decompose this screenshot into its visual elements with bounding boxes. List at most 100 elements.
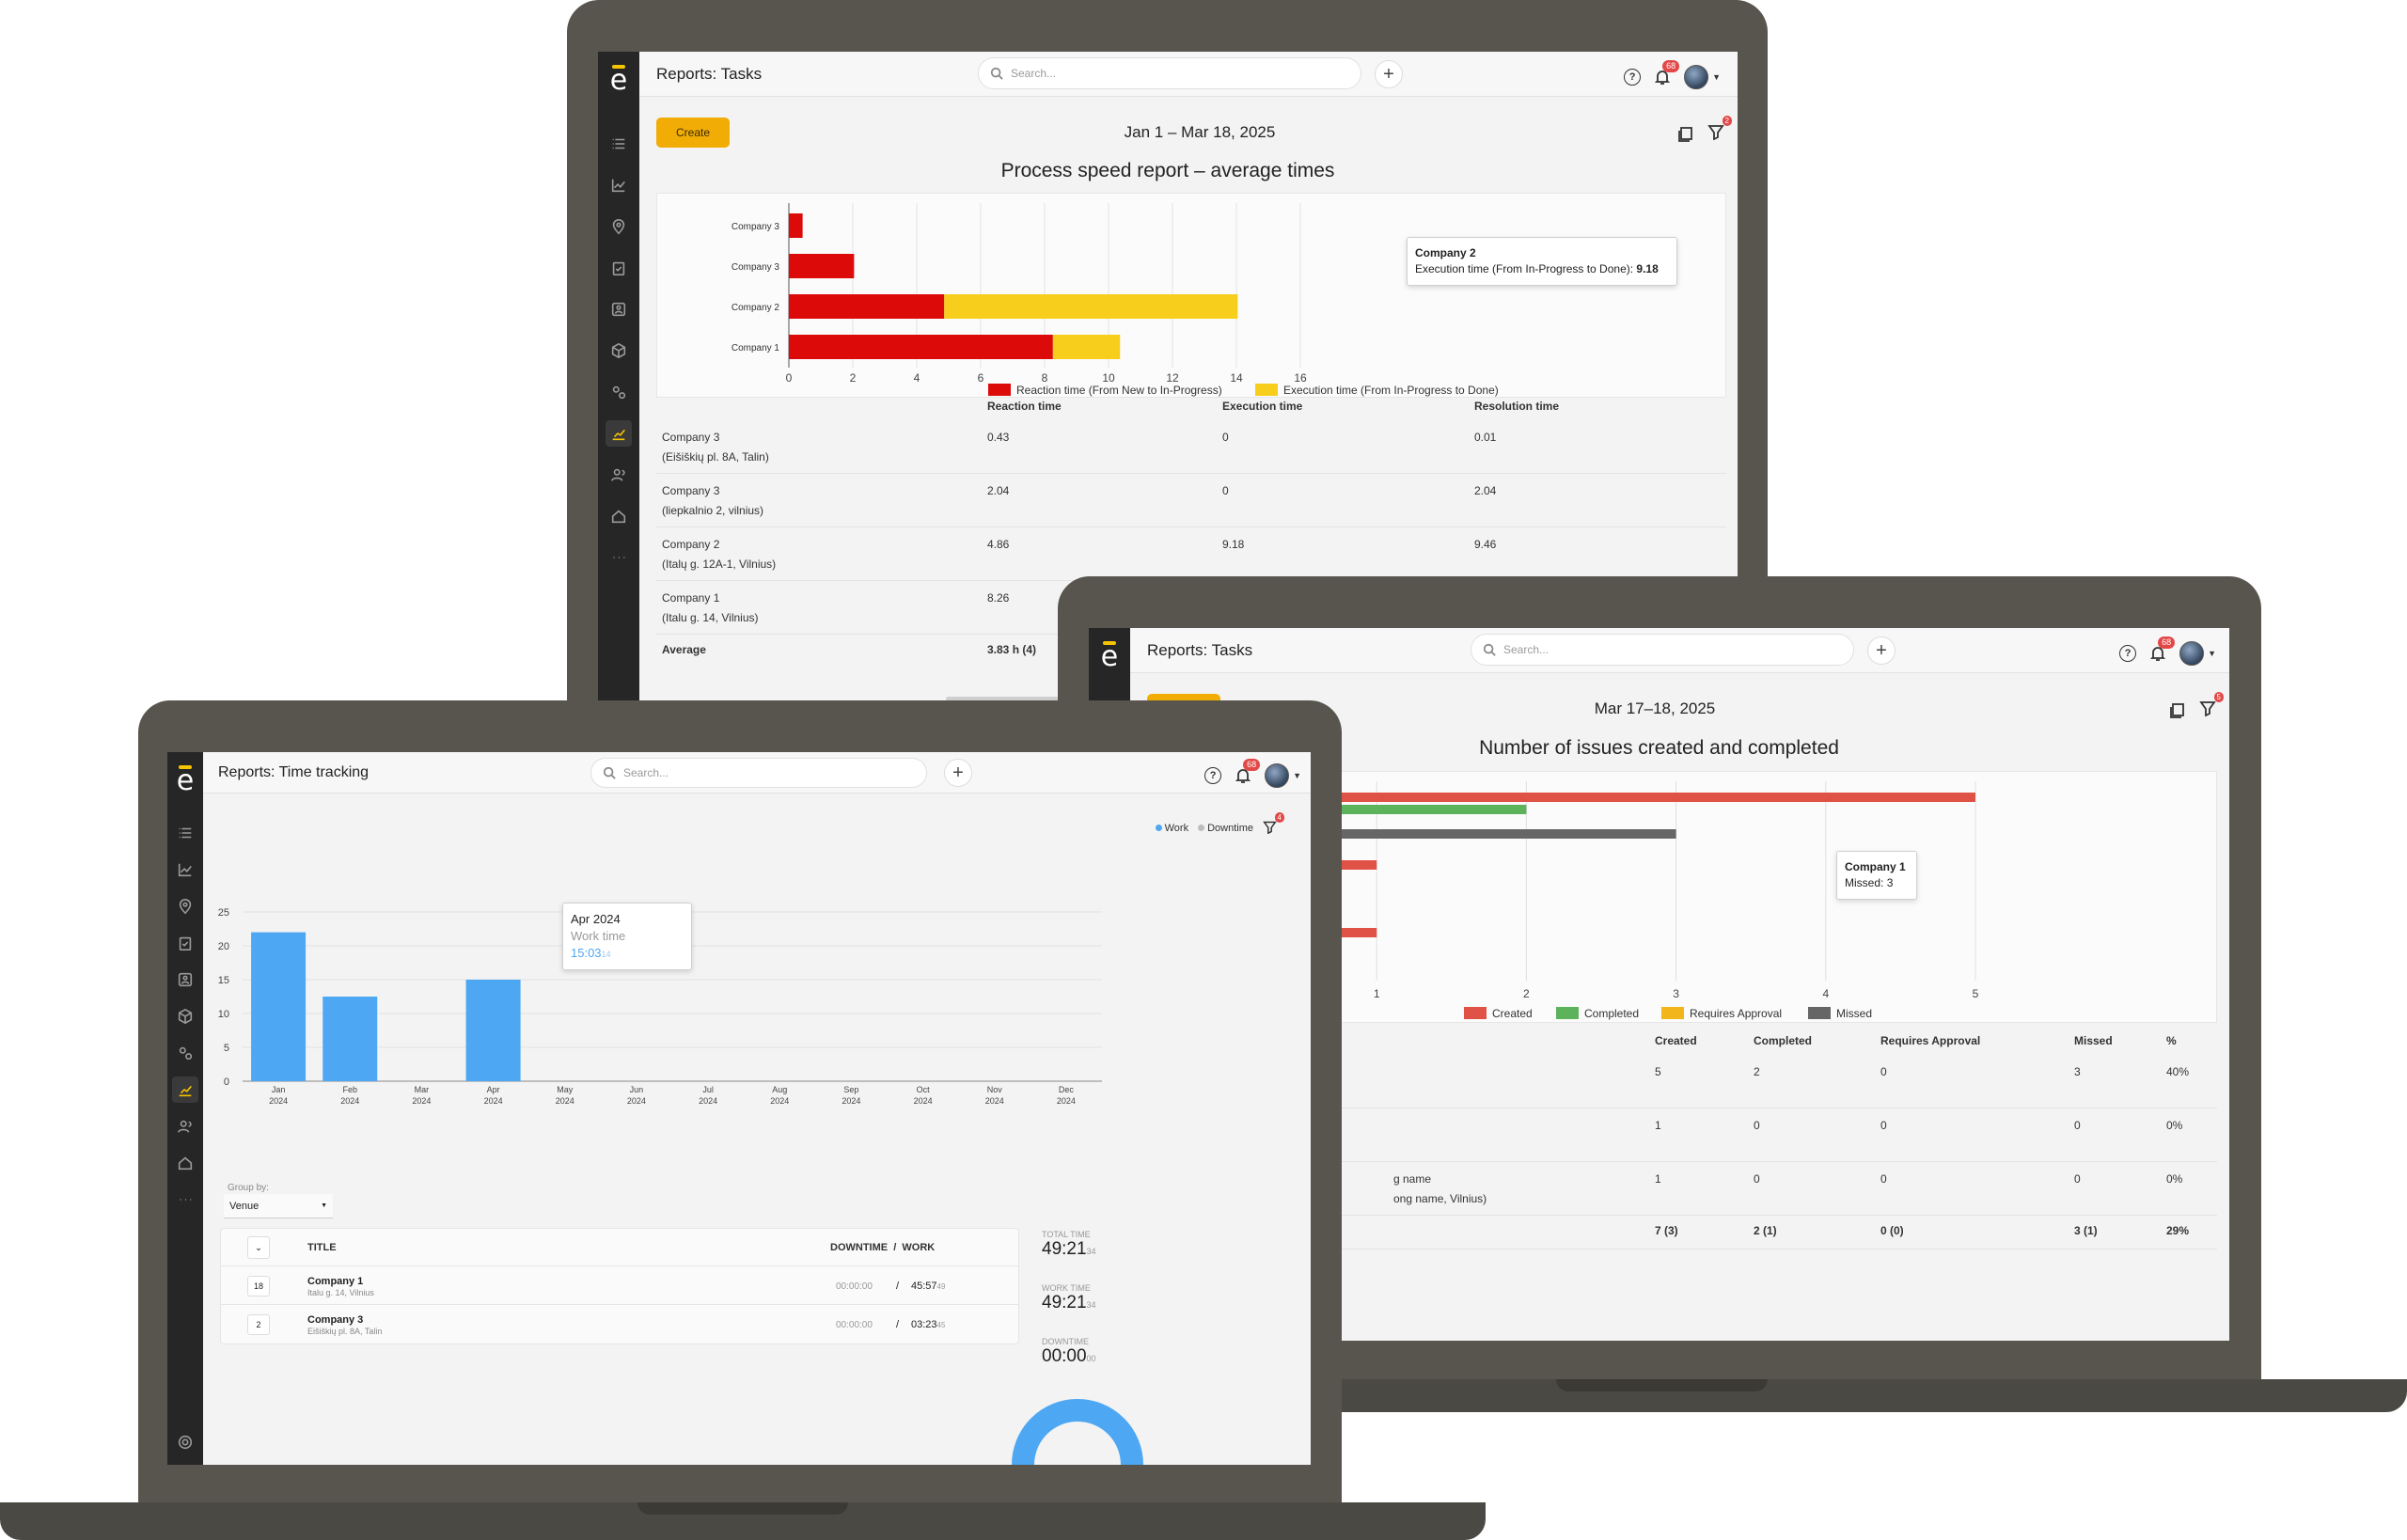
- table-row[interactable]: g name ong name, Vilnius) 1 0 0 0 0%: [1147, 1162, 2217, 1216]
- venue-list: ⌄ TITLE DOWNTIME / WORK 18 Company 1 Ita…: [220, 1228, 1019, 1344]
- tooltip-value: 9.18: [1636, 262, 1659, 275]
- add-button[interactable]: +: [1375, 60, 1403, 88]
- legend-swatch: [1808, 1007, 1831, 1019]
- id-card-icon[interactable]: [172, 966, 198, 993]
- search-input[interactable]: Search...: [1471, 634, 1854, 666]
- box-icon[interactable]: [606, 338, 632, 364]
- add-button[interactable]: +: [944, 759, 972, 787]
- search-input[interactable]: Search...: [978, 57, 1361, 89]
- home-icon[interactable]: [172, 1150, 198, 1176]
- chart-line-icon[interactable]: [606, 172, 632, 198]
- list-icon[interactable]: [172, 820, 198, 846]
- id-card-icon[interactable]: [606, 296, 632, 322]
- table-row[interactable]: Company 2 (Italų g. 12A-1, Vilnius) 4.86 …: [656, 527, 1726, 581]
- users-icon[interactable]: [606, 462, 632, 488]
- table-row[interactable]: 5 2 0 3 40%: [1147, 1055, 2217, 1108]
- users-icon[interactable]: [172, 1113, 198, 1139]
- x-tick-label: 2024: [484, 1096, 503, 1106]
- search-placeholder: Search...: [1011, 67, 1057, 80]
- box-icon[interactable]: [172, 1003, 198, 1029]
- stat-value-small: 00: [1086, 1354, 1096, 1363]
- tooltip-value-small: 14: [601, 950, 611, 959]
- help-icon[interactable]: ?: [1204, 767, 1222, 784]
- table-row[interactable]: Company 3 (liepkalnio 2, vilnius) 2.04 0 …: [656, 474, 1726, 527]
- laptop-notch: [1556, 1379, 1768, 1391]
- column-header-missed[interactable]: Missed: [2074, 1034, 2113, 1047]
- legend-item-work[interactable]: Work: [1155, 823, 1188, 834]
- group-by-select[interactable]: Venue ▼: [224, 1194, 333, 1218]
- home-icon[interactable]: [606, 503, 632, 529]
- app-logo[interactable]: e: [1100, 640, 1119, 673]
- settings-gear-icon[interactable]: [172, 1429, 198, 1455]
- location-pin-icon[interactable]: [172, 893, 198, 919]
- export-icon[interactable]: [2169, 702, 2186, 719]
- chevron-down-icon[interactable]: ▼: [1712, 72, 1721, 82]
- row-name: Company 3: [662, 431, 720, 444]
- gears-icon[interactable]: [606, 379, 632, 405]
- notifications-bell-icon[interactable]: 68: [1235, 759, 1261, 784]
- row-missed: 0: [2074, 1119, 2081, 1132]
- help-icon[interactable]: ?: [1624, 69, 1642, 86]
- chart-line-icon[interactable]: [172, 856, 198, 883]
- chevron-down-icon[interactable]: ▼: [2208, 649, 2216, 658]
- more-icon[interactable]: [606, 544, 632, 571]
- notifications-bell-icon[interactable]: 68: [1654, 60, 1680, 86]
- avatar[interactable]: [1265, 763, 1290, 788]
- y-tick-label: Company 1: [732, 343, 780, 354]
- tooltip-value: 3: [1886, 876, 1894, 889]
- list-item[interactable]: 2 Company 3 Eišiškių pl. 8A, Talin 00:00…: [221, 1305, 1018, 1344]
- tooltip-title: Company 1: [1845, 860, 1906, 873]
- row-completed: 0: [1754, 1172, 1760, 1186]
- column-header-times[interactable]: DOWNTIME / WORK: [830, 1242, 936, 1253]
- chevron-down-icon[interactable]: ▼: [1293, 771, 1301, 780]
- help-icon[interactable]: ?: [2119, 645, 2137, 662]
- filter-button[interactable]: 5: [2199, 692, 2224, 721]
- column-header-resolution[interactable]: Resolution time: [1474, 400, 1560, 413]
- chart-tooltip: Company 2 Execution time (From In-Progre…: [1407, 237, 1677, 286]
- row-approval: 0: [1880, 1119, 1887, 1132]
- location-pin-icon[interactable]: [606, 213, 632, 240]
- column-header-created[interactable]: Created: [1655, 1034, 1697, 1047]
- process-speed-chart-svg: 0 2 4 6 8 10 12 14 16 Company 3 Company 3 Company 2…: [732, 203, 1499, 397]
- bar-created: [1227, 793, 1975, 802]
- clipboard-check-icon[interactable]: [606, 255, 632, 281]
- tooltip-label: Execution time (From In-Progress to Done…: [1415, 262, 1634, 275]
- app-logo[interactable]: e: [609, 64, 628, 97]
- horizontal-scrollbar[interactable]: [946, 697, 1059, 701]
- reports-icon[interactable]: [606, 420, 632, 447]
- gears-icon[interactable]: [172, 1040, 198, 1066]
- x-tick-label: Apr: [487, 1085, 500, 1094]
- sidebar: e: [598, 52, 639, 715]
- column-header-reaction[interactable]: Reaction time: [987, 400, 1062, 413]
- table-row[interactable]: 1 0 0 0 0%: [1147, 1108, 2217, 1162]
- column-header-completed[interactable]: Completed: [1754, 1034, 1813, 1047]
- notifications-bell-icon[interactable]: 68: [2149, 636, 2176, 662]
- legend-item-downtime[interactable]: Downtime: [1198, 823, 1253, 834]
- date-range[interactable]: Jan 1 – Mar 18, 2025: [1124, 123, 1276, 141]
- clipboard-check-icon[interactable]: [172, 930, 198, 956]
- column-header-requires-approval[interactable]: Requires Approval: [1880, 1034, 1981, 1047]
- reports-icon[interactable]: [172, 1076, 198, 1103]
- list-item[interactable]: 18 Company 1 Italu g. 14, Vilnius 00:00:…: [221, 1266, 1018, 1305]
- table-row[interactable]: Company 3 (Eišiškių pl. 8A, Talin) 0.43 0…: [656, 420, 1726, 474]
- filter-button[interactable]: 2: [1707, 116, 1732, 145]
- app-logo[interactable]: e: [176, 764, 195, 797]
- row-percent: 40%: [2166, 1065, 2190, 1078]
- donut-chart: [1012, 1399, 1143, 1465]
- avatar[interactable]: [1684, 65, 1709, 89]
- expand-all-toggle[interactable]: ⌄: [247, 1236, 270, 1259]
- avatar[interactable]: [2179, 641, 2205, 666]
- column-header-percent[interactable]: %: [2166, 1034, 2177, 1047]
- column-header-title[interactable]: TITLE: [307, 1242, 337, 1253]
- more-icon[interactable]: [172, 1186, 198, 1213]
- list-icon[interactable]: [606, 131, 632, 157]
- row-percent: 0%: [2166, 1172, 2183, 1186]
- add-button[interactable]: +: [1867, 636, 1896, 665]
- search-placeholder: Search...: [623, 766, 669, 779]
- column-header-execution[interactable]: Execution time: [1222, 400, 1303, 413]
- date-range[interactable]: Mar 17–18, 2025: [1594, 699, 1716, 717]
- export-icon[interactable]: [1677, 126, 1694, 143]
- search-input[interactable]: Search...: [590, 758, 927, 788]
- filter-button[interactable]: 4: [1263, 812, 1284, 837]
- create-button[interactable]: Create: [656, 118, 730, 148]
